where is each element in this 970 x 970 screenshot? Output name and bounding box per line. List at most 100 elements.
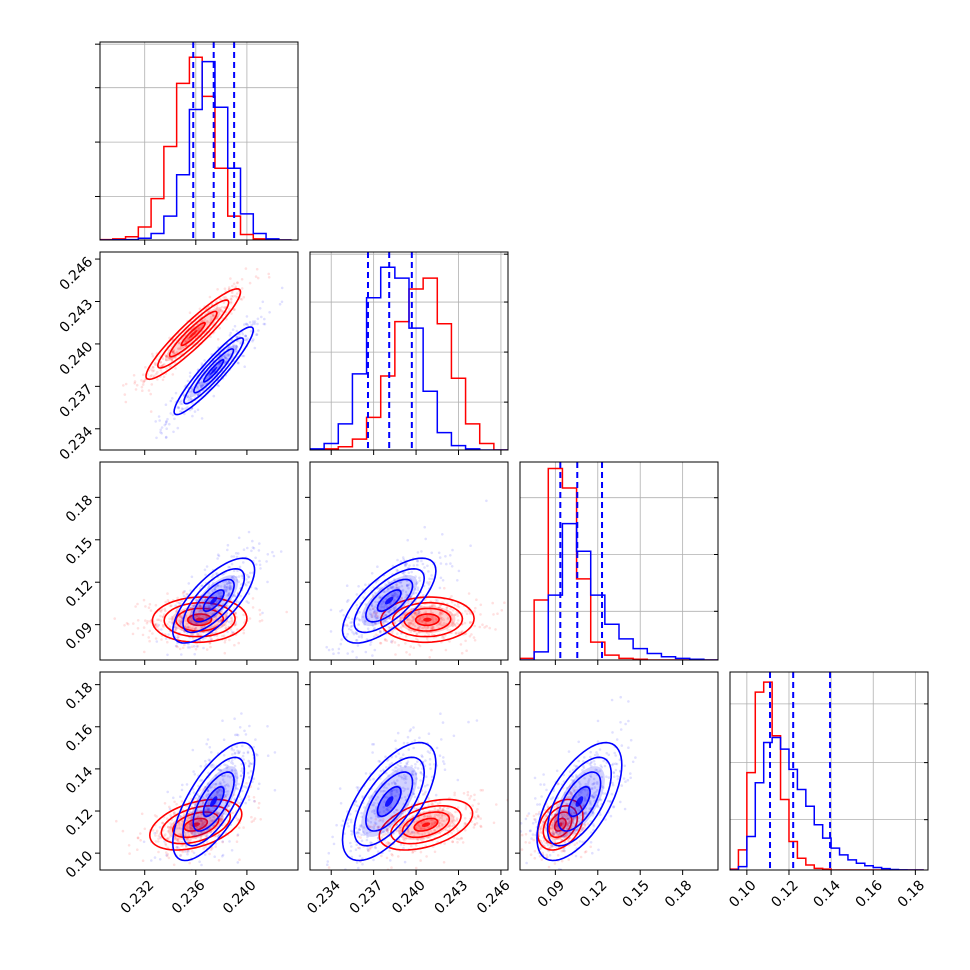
scatter-point [583,811,586,815]
scatter-point [212,612,215,615]
scatter-point [584,788,587,792]
scatter-point [159,614,162,618]
scatter-point [420,822,424,825]
scatter-point [418,736,421,740]
scatter-point [234,816,238,820]
histogram-blue [730,736,924,870]
scatter-point [150,859,153,862]
scatter-point [357,786,360,789]
scatter-point [408,564,411,567]
scatter-point [369,613,373,617]
scatter-point [331,648,335,651]
scatter-point [154,834,157,837]
scatter-point [182,590,185,594]
scatter-point [245,578,248,581]
scatter-point [188,626,192,629]
scatter-point [393,593,396,596]
scatter-point [211,819,214,822]
scatter-point [530,837,533,840]
scatter-point [181,850,184,854]
scatter-point [166,417,169,421]
scatter-point [476,814,480,817]
scatter-point [368,846,372,849]
scatter-point [233,752,237,755]
scatter-point [355,843,359,847]
scatter-point [414,866,418,870]
scatter-point [411,831,414,834]
scatter-point [224,586,227,589]
scatter-point [201,803,204,806]
scatter-point [168,805,171,809]
scatter-point [449,562,452,565]
scatter-point [190,575,194,579]
scatter-point [223,306,226,309]
scatter-point [201,821,205,825]
scatter-point [223,588,226,591]
scatter-point [201,801,205,804]
scatter-point [176,838,180,841]
scatter-point [204,763,208,766]
scatter-point [475,719,479,722]
scatter-point [454,631,458,635]
scatter-point [164,833,167,836]
scatter-point [149,410,153,413]
scatter-point [200,385,203,389]
scatter-point [443,586,446,590]
scatter-point [207,827,211,831]
scatter-point [272,554,276,558]
scatter-point [198,860,201,863]
scatter-point [571,817,575,821]
scatter-point [555,823,559,827]
scatter-point [420,626,424,630]
scatter-point [158,879,161,882]
scatter-point [196,609,200,612]
scatter-point [175,610,178,614]
scatter-point [361,875,364,878]
scatter-point [230,759,234,762]
scatter-point [247,530,251,534]
scatter-point [469,812,473,815]
scatter-point [394,604,398,608]
scatter-point [372,607,375,611]
scatter-point [198,603,202,606]
scatter-point [366,849,370,852]
scatter-point [466,790,470,794]
scatter-point [234,769,237,772]
scatter-point [406,584,410,587]
scatter-point [233,324,237,328]
contour-blue [341,741,437,862]
scatter-point [186,625,190,628]
scatter-point [399,580,403,583]
scatter-point [554,838,557,841]
scatter-point [222,812,225,816]
scatter-point [388,617,392,621]
scatter-point [242,548,246,551]
scatter-point [427,633,431,636]
scatter-point [171,350,174,354]
scatter-point [606,799,610,803]
scatter-point [147,636,150,639]
scatter-point [457,569,461,573]
scatter-point [166,830,170,833]
scatter-point [524,841,527,844]
scatter-point [211,603,214,607]
scatter-point [205,319,209,323]
scatter-point [225,590,228,593]
scatter-point [437,823,441,826]
scatter-point [566,815,569,818]
scatter-point [191,748,195,752]
scatter-point [225,317,228,321]
scatter-point [180,399,183,403]
scatter-point [428,757,432,761]
scatter-point [176,601,179,604]
scatter-point [228,587,232,590]
scatter-point [381,600,385,603]
scatter-point [240,583,243,586]
scatter-point [627,719,630,723]
scatter-point [401,556,405,559]
scatter-point [187,816,190,819]
scatter-point [194,647,198,651]
scatter-point [217,310,220,313]
scatter-point [399,618,403,621]
scatter-point [191,604,194,608]
